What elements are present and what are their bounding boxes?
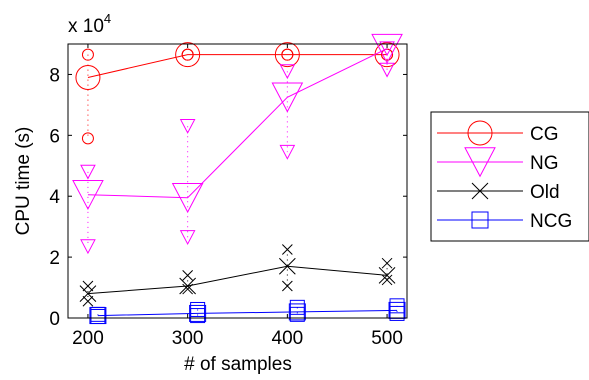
ng-mean-marker-0 [72,179,104,211]
legend-marker-ncg [471,211,489,229]
ncg-line [97,309,398,317]
cg-min-marker-1 [181,48,194,61]
ticks-layer: 200 300 400 500 0 2 4 6 8 [49,44,407,349]
legend-label-cg: CG [530,124,559,145]
cg-line [87,54,388,78]
old-mean-marker-1 [179,277,197,295]
old-mean-marker-3 [378,267,396,284]
y-tick-label-0: 0 [49,309,60,330]
y-multiplier: x 104 [68,11,111,37]
legend-label-ncg: NCG [530,211,572,232]
ncg-mean-marker-2 [288,303,306,321]
ng-line [87,48,388,199]
y-axis-label: CPU time (s) [13,127,34,236]
legend-marker-old [471,182,489,200]
old-max-marker-3 [381,257,393,269]
legend: CG NG Old NCG [430,111,589,242]
ng-max-marker-2 [279,64,296,80]
y-multiplier-base: x 10 [68,16,104,37]
ncg-min-marker-2 [289,306,305,322]
ncg-max-marker-3 [389,298,405,314]
series-old [79,244,396,307]
old-max-marker-0 [82,280,94,292]
x-tick-label-2: 400 [272,328,304,349]
cg-mean-marker-1 [175,42,201,68]
series-cg [75,42,400,145]
ng-min-marker-0 [80,239,96,255]
legend-items: CG NG Old NCG [437,120,572,232]
ng-min-marker-1 [179,230,196,246]
series-ng [72,33,403,255]
plot-area: 200 300 400 500 0 2 4 6 8 [49,33,408,349]
ng-min-marker-2 [279,144,296,160]
series-ncg [89,298,406,325]
ncg-min-marker-1 [190,308,206,324]
cg-min-marker-2 [281,48,294,61]
ng-max-marker-0 [80,164,96,180]
y-tick-label-1: 2 [49,248,60,269]
old-min-marker-3 [381,274,393,286]
old-line [87,265,388,295]
x-tick-label-0: 200 [72,328,104,349]
legend-marker-ng [464,147,496,178]
old-min-marker-0 [82,295,94,307]
cg-mean-marker-2 [274,42,300,68]
legend-label-old: Old [530,182,560,203]
ng-mean-marker-2 [271,82,304,113]
ng-mean-marker-1 [171,182,204,214]
y-multiplier-exponent: 4 [104,11,111,26]
ng-mean-marker-3 [371,33,403,64]
old-mean-marker-0 [79,285,97,302]
y-tick-label-3: 6 [49,126,60,147]
x-axis-label: # of samples [184,354,292,375]
old-mean-marker-2 [278,257,296,275]
cg-mean-marker-0 [75,64,101,90]
ncg-min-marker-3 [389,305,405,321]
x-tick-label-3: 500 [371,328,403,349]
axes-frame [67,43,408,319]
x-tick-label-1: 300 [172,328,204,349]
y-tick-label-2: 4 [49,187,60,208]
old-min-marker-1 [182,283,194,295]
cg-min-marker-0 [81,132,94,145]
ng-max-marker-1 [179,119,196,134]
old-max-marker-1 [182,270,194,281]
legend-label-ng: NG [530,153,559,174]
ng-max-marker-3 [379,41,395,57]
ncg-mean-marker-0 [89,307,107,325]
y-tick-label-4: 8 [49,65,60,86]
old-min-marker-2 [281,280,293,292]
cg-max-marker-0 [81,48,94,61]
series-layer [72,33,406,325]
legend-marker-cg [467,120,493,146]
ncg-mean-marker-1 [189,304,207,322]
old-max-marker-2 [281,244,293,255]
